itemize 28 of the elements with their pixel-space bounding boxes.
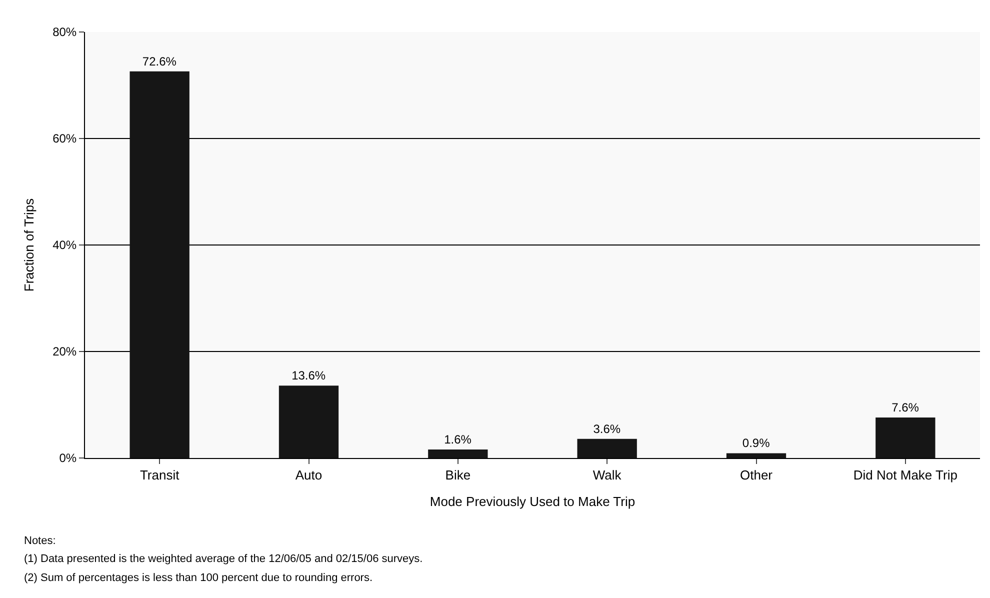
y-tick-label: 60% [52, 132, 77, 146]
x-tick-label: Transit [140, 468, 180, 483]
bar [428, 449, 488, 458]
text: Notes: [24, 535, 56, 547]
data-label: 1.6% [444, 432, 472, 446]
bar [726, 453, 786, 458]
data-label: 72.6% [142, 54, 177, 68]
y-tick-label: 0% [59, 451, 77, 466]
x-tick-label: Bike [445, 468, 471, 483]
y-axis-title: Fraction of Trips [22, 198, 37, 292]
text: (1) Data presented is the weighted average of the 12/06/05 and 02/15/06 surveys. [24, 553, 423, 565]
bar [876, 418, 936, 458]
data-label: 0.9% [742, 436, 770, 450]
bar [130, 71, 190, 458]
x-tick-label: Did Not Make Trip [853, 468, 958, 483]
x-tick-label: Other [740, 468, 774, 483]
y-tick-label: 20% [52, 344, 77, 359]
data-label: 7.6% [892, 400, 920, 415]
bar [577, 438, 637, 458]
x-tick-label: Auto [295, 468, 322, 483]
text: (2) Sum of percentages is less than 100 percent due to rounding errors. [24, 572, 373, 584]
y-tick-label: 40% [52, 238, 77, 252]
data-label: 13.6% [292, 368, 326, 383]
bar [278, 386, 339, 458]
x-axis-title: Mode Previously Used to Make Trip [430, 494, 636, 510]
data-label: 3.6% [593, 422, 621, 436]
x-tick-label: Walk [592, 468, 622, 483]
y-tick-label: 80% [52, 25, 77, 40]
